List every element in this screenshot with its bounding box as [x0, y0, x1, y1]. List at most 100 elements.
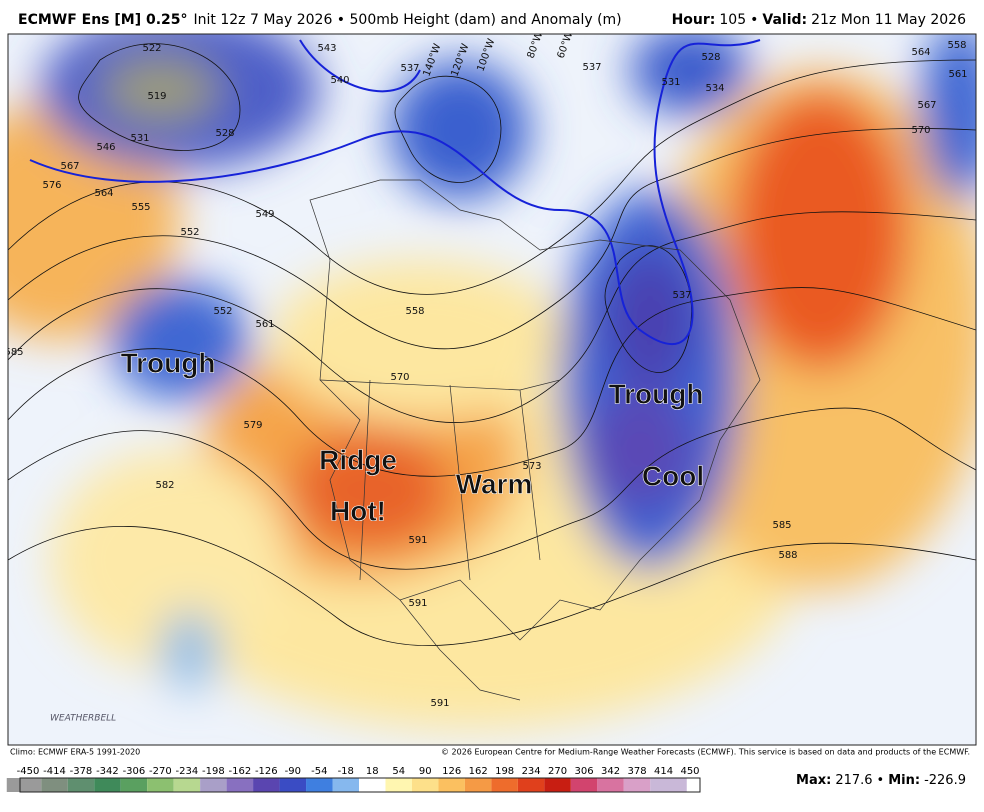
contour-label: 528 — [701, 52, 720, 63]
contour-label: 543 — [317, 43, 336, 54]
colorbar-tick-label: -378 — [70, 766, 93, 777]
contour-label: 567 — [917, 100, 936, 111]
colorbar-tick-label: 126 — [442, 766, 461, 777]
colorbar-swatch — [385, 778, 412, 792]
contour-label: 558 — [405, 306, 424, 317]
colorbar-tick-label: 342 — [601, 766, 620, 777]
title: ECMWF Ens [M] 0.25° Init 12z 7 May 2026 •… — [18, 12, 622, 28]
colorbar-swatch — [200, 778, 227, 792]
title-rest: Init 12z 7 May 2026 • 500mb Height (dam)… — [194, 12, 622, 28]
colorbar-tick-label: -342 — [96, 766, 119, 777]
colorbar-swatch — [120, 778, 148, 792]
contour-label: 573 — [522, 461, 541, 472]
colorbar-tick-label: -270 — [149, 766, 172, 777]
contour-label: 537 — [672, 290, 691, 301]
map-frame — [7, 33, 977, 746]
colorbar-swatch — [517, 778, 545, 792]
contour-label: 582 — [155, 480, 174, 491]
hour-label: Hour: — [672, 12, 716, 28]
annotation: Trough — [609, 378, 704, 409]
annotation: Cool — [642, 460, 704, 491]
copyright: © 2026 European Centre for Medium-Range … — [441, 748, 970, 757]
contour-label: 537 — [400, 63, 419, 74]
contour-label: 570 — [390, 372, 409, 383]
contour-label: 558 — [947, 40, 966, 51]
colorbar-tick-label: 450 — [680, 766, 699, 777]
colorbar-tick-label: -54 — [311, 766, 327, 777]
annotation: Hot! — [330, 495, 386, 526]
colorbar-tick-label: 54 — [392, 766, 405, 777]
colorbar-tick-label: 306 — [575, 766, 594, 777]
contour-label: 564 — [94, 188, 113, 199]
colorbar-swatch — [226, 778, 254, 792]
colorbar-swatch — [41, 778, 68, 792]
contour-label: 561 — [948, 69, 967, 80]
colorbar-swatch — [597, 778, 624, 792]
contour-label: 552 — [180, 227, 199, 238]
colorbar-tick-label: -198 — [202, 766, 225, 777]
colorbar-swatch — [94, 778, 121, 792]
colorbar-swatch — [147, 778, 174, 792]
contour-label: 561 — [255, 319, 274, 330]
contour-label: 585 — [4, 347, 23, 358]
map: Trough Ridge Hot! Warm Trough Cool 522 519 531 52… — [4, 34, 976, 745]
colorbar-tick-label: 18 — [366, 766, 379, 777]
sep: • — [750, 12, 758, 28]
valid-label: Valid: — [762, 12, 807, 28]
colorbar: -450 -414 -378 -342 -306 -270 -234 -198 -162 -126… — [6, 766, 701, 793]
contour-label: 555 — [131, 202, 150, 213]
min-value: -226.9 — [924, 773, 966, 788]
contour-label: 576 — [42, 180, 61, 191]
annotation: Ridge — [319, 444, 397, 475]
contour-label: 522 — [142, 43, 161, 54]
colorbar-swatch — [544, 778, 571, 792]
valid-info: Hour: 105 • Valid: 21z Mon 11 May 2026 — [672, 12, 967, 28]
hour-value: 105 — [719, 12, 746, 28]
contour-label: 534 — [705, 83, 724, 94]
contour-label: 540 — [330, 75, 349, 86]
colorbar-tick-label: -414 — [43, 766, 66, 777]
colorbar-tick-label: 198 — [495, 766, 514, 777]
colorbar-swatch — [6, 778, 42, 792]
colorbar-swatch — [67, 778, 95, 792]
contour-label: 585 — [772, 520, 791, 531]
max-value: 217.6 — [835, 773, 872, 788]
colorbar-tick-label: -126 — [255, 766, 278, 777]
colorbar-tick-label: -162 — [228, 766, 251, 777]
annotation: Trough — [121, 347, 216, 378]
contour-label: 579 — [243, 420, 262, 431]
title-bold: ECMWF Ens [M] 0.25° — [18, 12, 188, 28]
colorbar-swatch — [570, 778, 598, 792]
max-min: Max: 217.6 • Min: -226.9 — [796, 773, 966, 788]
contour-label: 552 — [213, 306, 232, 317]
valid-value: 21z Mon 11 May 2026 — [811, 12, 966, 28]
colorbar-swatch — [464, 778, 492, 792]
contour-label: 549 — [255, 209, 274, 220]
colorbar-swatch — [359, 778, 386, 792]
colorbar-swatch — [623, 778, 651, 792]
logo: WEATHERBELL — [50, 714, 116, 724]
colorbar-swatch — [306, 778, 333, 792]
colorbar-tick-label: 90 — [419, 766, 432, 777]
sep: • — [877, 773, 885, 788]
colorbar-swatch — [650, 778, 687, 792]
contour-label: 570 — [911, 125, 930, 136]
colorbar-tick-label: 162 — [469, 766, 488, 777]
contour-label: 564 — [911, 47, 930, 58]
colorbar-swatch — [253, 778, 280, 792]
contour-label: 588 — [778, 550, 797, 561]
contour-label: 537 — [582, 62, 601, 73]
colorbar-tick-label: -18 — [338, 766, 354, 777]
max-label: Max: — [796, 773, 831, 788]
contour-label: 531 — [661, 77, 680, 88]
contour-label: 591 — [430, 698, 449, 709]
contour-label: 567 — [60, 161, 79, 172]
colorbar-swatch — [411, 778, 439, 792]
min-label: Min: — [888, 773, 920, 788]
contour-label: 546 — [96, 142, 115, 153]
colorbar-tick-label: 234 — [522, 766, 541, 777]
colorbar-tick-label: -234 — [176, 766, 199, 777]
contour-label: 591 — [408, 535, 427, 546]
colorbar-swatch — [279, 778, 307, 792]
